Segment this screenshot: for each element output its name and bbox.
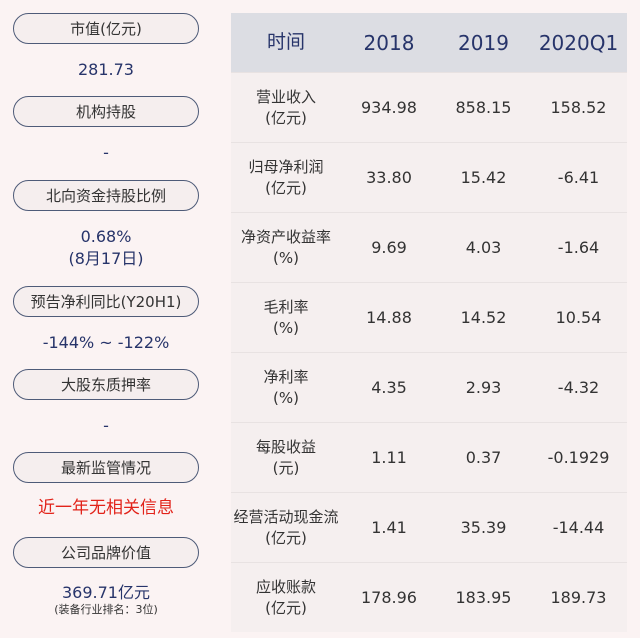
cell-2019: 858.15: [455, 98, 512, 117]
profit-forecast-value: -144% ~ -122%: [42, 333, 170, 352]
cell-2019: 15.42: [460, 168, 507, 187]
cell-2019: 4.03: [465, 238, 502, 257]
table-row: 经营活动现金流 (亿元) 1.41 35.39 -14.44: [231, 492, 627, 562]
cell-2020q1: 189.73: [550, 588, 607, 607]
northbound-ratio-value: 0.68%: [80, 227, 132, 246]
pledge-ratio-label: 大股东质押率: [13, 369, 199, 400]
institutional-holding-value: -: [103, 143, 109, 162]
row-label: 归母净利润 (亿元): [248, 157, 324, 197]
brand-value-label: 公司品牌价值: [13, 537, 199, 568]
header-2018: 2018: [363, 30, 415, 55]
institutional-holding-label: 机构持股: [13, 96, 199, 127]
row-label: 净利率 (%): [263, 367, 309, 407]
regulatory-status-label: 最新监管情况: [13, 452, 199, 483]
pledge-ratio-value: -: [103, 416, 109, 435]
row-label: 毛利率 (%): [263, 297, 309, 337]
table-row: 毛利率 (%) 14.88 14.52 10.54: [231, 282, 627, 352]
cell-2020q1: 10.54: [555, 308, 602, 327]
brand-value-value: 369.71亿元: [62, 583, 150, 602]
cell-2019: 2.93: [465, 378, 502, 397]
regulatory-status-value: 近一年无相关信息: [38, 498, 174, 518]
cell-2019: 35.39: [460, 518, 507, 537]
table-row: 应收账款 (亿元) 178.96 183.95 189.73: [231, 562, 627, 632]
table-row: 归母净利润 (亿元) 33.80 15.42 -6.41: [231, 142, 627, 212]
cell-2018: 4.35: [371, 378, 407, 397]
cell-2020q1: -1.64: [557, 238, 600, 257]
table-row: 每股收益 (元) 1.11 0.37 -0.1929: [231, 422, 627, 492]
cell-2020q1: -6.41: [557, 168, 600, 187]
row-label: 应收账款 (亿元): [255, 577, 316, 617]
row-label: 营业收入 (亿元): [255, 87, 316, 127]
cell-2020q1: -0.1929: [547, 448, 610, 467]
header-2019: 2019: [458, 30, 509, 55]
cell-2020q1: 158.52: [550, 98, 607, 117]
table-row: 净利率 (%) 4.35 2.93 -4.32: [231, 352, 627, 422]
cell-2019: 14.52: [460, 308, 507, 327]
cell-2019: 0.37: [465, 448, 502, 467]
header-2020q1: 2020Q1: [538, 30, 619, 55]
cell-2018: 1.11: [371, 448, 407, 467]
cell-2018: 14.88: [366, 308, 412, 327]
cell-2018: 934.98: [361, 98, 417, 117]
cell-2020q1: -4.32: [557, 378, 600, 397]
header-time: 时间: [266, 31, 305, 53]
market-cap-label: 市值(亿元): [13, 13, 199, 44]
cell-2018: 178.96: [361, 588, 417, 607]
cell-2018: 9.69: [371, 238, 407, 257]
profit-forecast-label: 预告净利同比(Y20H1): [13, 286, 199, 317]
table-header: 时间 2018 2019 2020Q1: [231, 13, 627, 72]
row-label: 经营活动现金流 (亿元): [233, 507, 339, 547]
cell-2020q1: -14.44: [552, 518, 605, 537]
cell-2018: 33.80: [366, 168, 412, 187]
financial-table: 时间 2018 2019 2020Q1 营业收入 (亿元) 934.98 858.…: [231, 13, 627, 632]
row-label: 每股收益 (元): [255, 437, 316, 477]
stock-summary-panel: 市值(亿元) 281.73 机构持股 - 北向资金持股比例 0.68% (8月1…: [0, 0, 216, 638]
brand-value-rank: (装备行业排名：3位): [54, 603, 158, 616]
cell-2019: 183.95: [455, 588, 512, 607]
table-row: 净资产收益率 (%) 9.69 4.03 -1.64: [231, 212, 627, 282]
row-label: 净资产收益率 (%): [240, 227, 331, 267]
cell-2018: 1.41: [371, 518, 407, 537]
market-cap-value: 281.73: [78, 60, 134, 79]
northbound-ratio-label: 北向资金持股比例: [13, 180, 199, 211]
northbound-ratio-date: (8月17日): [68, 249, 144, 268]
table-row: 营业收入 (亿元) 934.98 858.15 158.52: [231, 72, 627, 142]
